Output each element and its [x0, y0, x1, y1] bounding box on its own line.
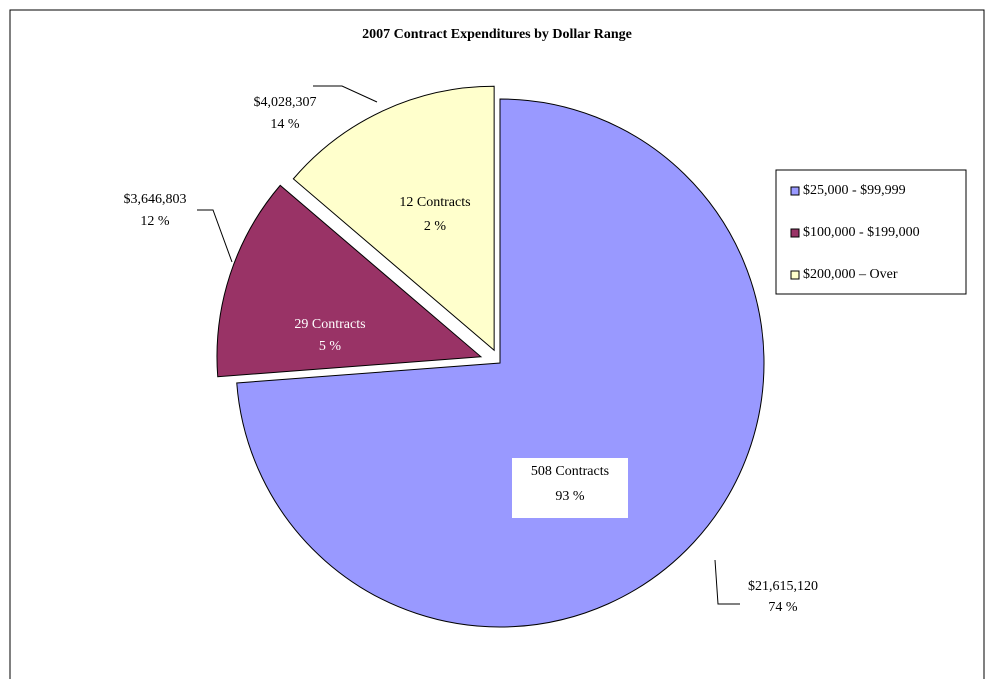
- chart-title: 2007 Contract Expenditures by Dollar Ran…: [362, 27, 632, 42]
- legend-box: [775, 169, 967, 295]
- pie-slice: [216, 184, 483, 378]
- legend-swatch: [790, 270, 800, 280]
- value-label: $21,615,120: [748, 579, 818, 594]
- leader-line: [714, 559, 740, 605]
- legend-label: $100,000 - $199,000: [803, 225, 920, 240]
- legend-swatch: [790, 186, 800, 196]
- pie-slice: [236, 98, 765, 628]
- leader-line: [313, 85, 378, 103]
- value-label: $4,028,307: [254, 95, 317, 110]
- leader-line: [197, 209, 233, 263]
- value-label: 14 %: [270, 117, 300, 132]
- slice-label: 2 %: [424, 219, 447, 234]
- legend-swatch: [790, 228, 800, 238]
- value-label: 74 %: [768, 600, 798, 615]
- slice-label: 5 %: [319, 339, 342, 354]
- label-background: [512, 458, 628, 518]
- slice-label: 508 Contracts: [531, 464, 609, 479]
- value-label: 12 %: [140, 214, 170, 229]
- legend-label: $25,000 - $99,999: [803, 183, 906, 198]
- value-label: $3,646,803: [124, 192, 187, 207]
- slice-label: 29 Contracts: [294, 317, 365, 332]
- pie-slice: [292, 85, 495, 352]
- legend-label: $200,000 – Over: [803, 267, 898, 282]
- slice-label: 12 Contracts: [399, 195, 470, 210]
- slice-label: 93 %: [555, 489, 585, 504]
